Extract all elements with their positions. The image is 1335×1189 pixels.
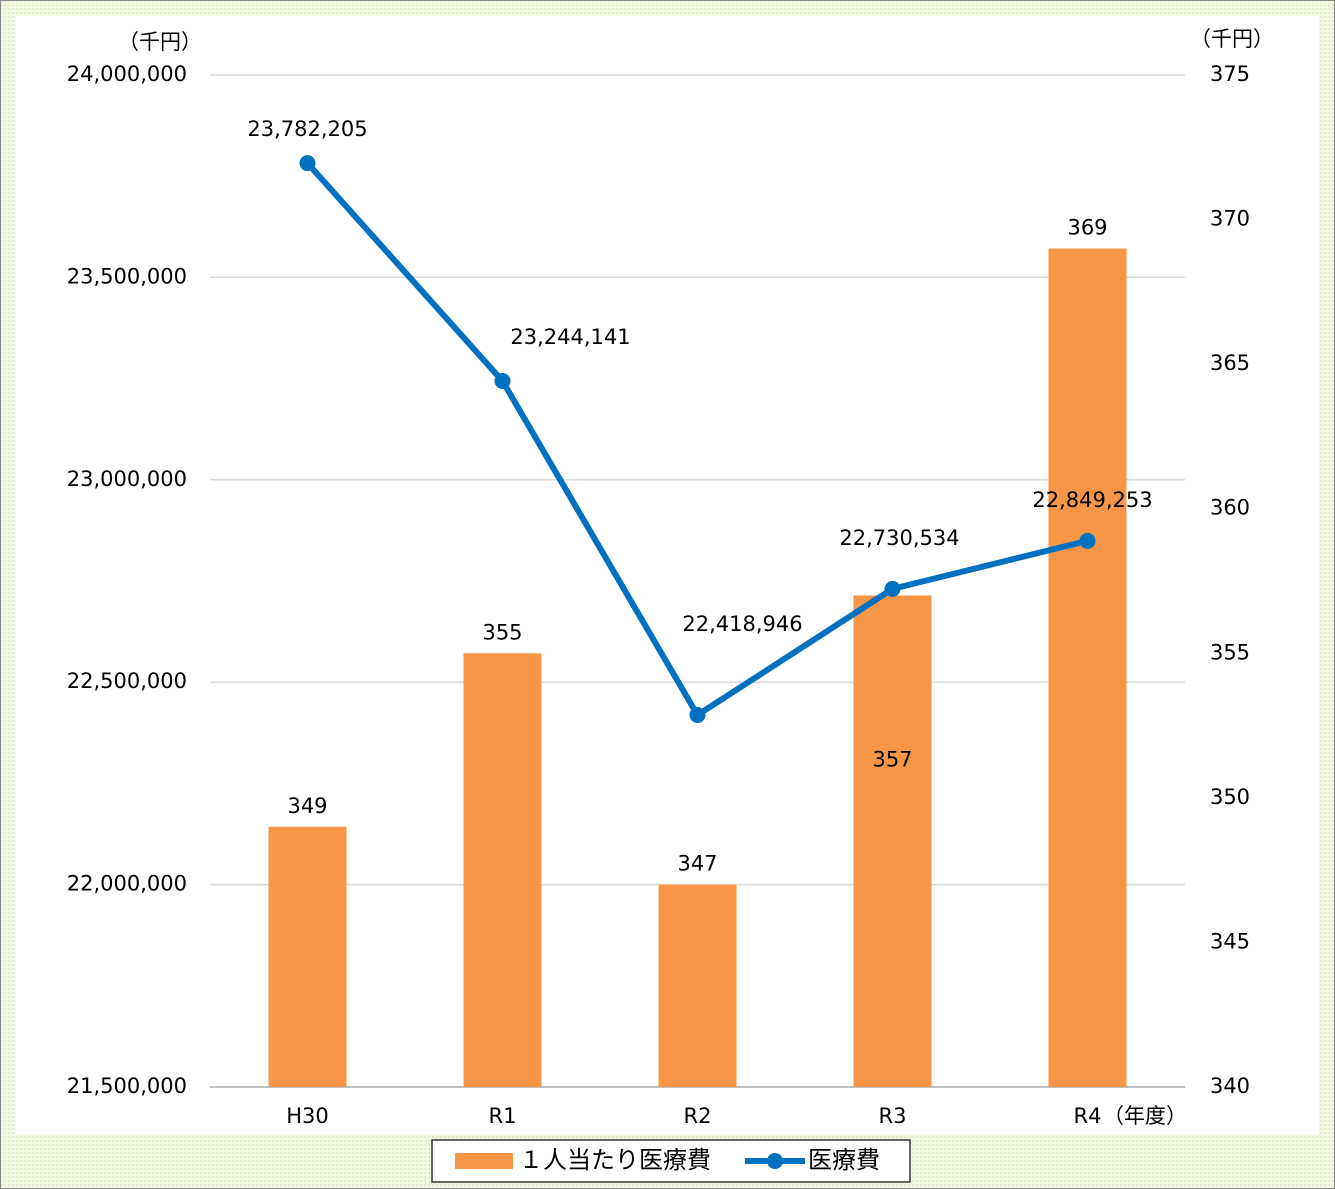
line-value-label: 22,418,946 bbox=[682, 612, 802, 636]
legend-swatch-marker bbox=[767, 1153, 783, 1169]
line-point bbox=[884, 580, 901, 597]
y2-tick-label: 370 bbox=[1210, 207, 1250, 231]
x-tick-label: R3 bbox=[879, 1104, 907, 1128]
x-axis-label: （年度） bbox=[1103, 1104, 1187, 1128]
y-tick-label: 23,000,000 bbox=[67, 467, 187, 491]
bar-value-label: 357 bbox=[872, 747, 912, 771]
y2-tick-label: 355 bbox=[1210, 640, 1250, 664]
legend-label: 医療費 bbox=[808, 1146, 880, 1174]
bar bbox=[463, 653, 542, 1087]
legend-swatch bbox=[455, 1153, 513, 1169]
y-axis-label: （千円） bbox=[118, 30, 202, 54]
line-value-label: 23,244,141 bbox=[510, 325, 630, 349]
bar-value-label: 369 bbox=[1067, 215, 1107, 239]
bar bbox=[658, 884, 737, 1087]
line-point bbox=[494, 372, 511, 389]
bar bbox=[268, 826, 347, 1087]
bar-value-label: 349 bbox=[287, 794, 327, 818]
line-point bbox=[1079, 532, 1096, 549]
y2-tick-label: 360 bbox=[1210, 496, 1250, 520]
bar bbox=[853, 595, 932, 1087]
line-value-label: 23,782,205 bbox=[247, 117, 367, 141]
line-value-label: 22,730,534 bbox=[839, 526, 959, 550]
bar-value-label: 355 bbox=[482, 620, 522, 644]
y2-tick-label: 340 bbox=[1210, 1074, 1250, 1098]
legend-label: １人当たり医療費 bbox=[519, 1146, 711, 1174]
x-tick-label: H30 bbox=[286, 1104, 329, 1128]
y-tick-label: 21,500,000 bbox=[67, 1074, 187, 1098]
y2-tick-label: 375 bbox=[1210, 62, 1250, 86]
y-tick-label: 24,000,000 bbox=[67, 62, 187, 86]
y2-axis-label: （千円） bbox=[1190, 27, 1274, 51]
line-value-label: 22,849,253 bbox=[1032, 488, 1152, 512]
y-tick-label: 22,500,000 bbox=[67, 669, 187, 693]
y-tick-label: 23,500,000 bbox=[67, 264, 187, 288]
x-tick-label: R1 bbox=[489, 1104, 517, 1128]
y2-tick-label: 365 bbox=[1210, 351, 1250, 375]
y-tick-label: 22,000,000 bbox=[67, 872, 187, 896]
y2-tick-label: 350 bbox=[1210, 785, 1250, 809]
line-point bbox=[689, 707, 706, 724]
y2-tick-label: 345 bbox=[1210, 929, 1250, 953]
x-tick-label: R2 bbox=[684, 1104, 712, 1128]
bar-value-label: 347 bbox=[677, 852, 717, 876]
bar bbox=[1048, 248, 1127, 1087]
line-point bbox=[299, 155, 316, 172]
x-tick-label: R4 bbox=[1074, 1104, 1102, 1128]
